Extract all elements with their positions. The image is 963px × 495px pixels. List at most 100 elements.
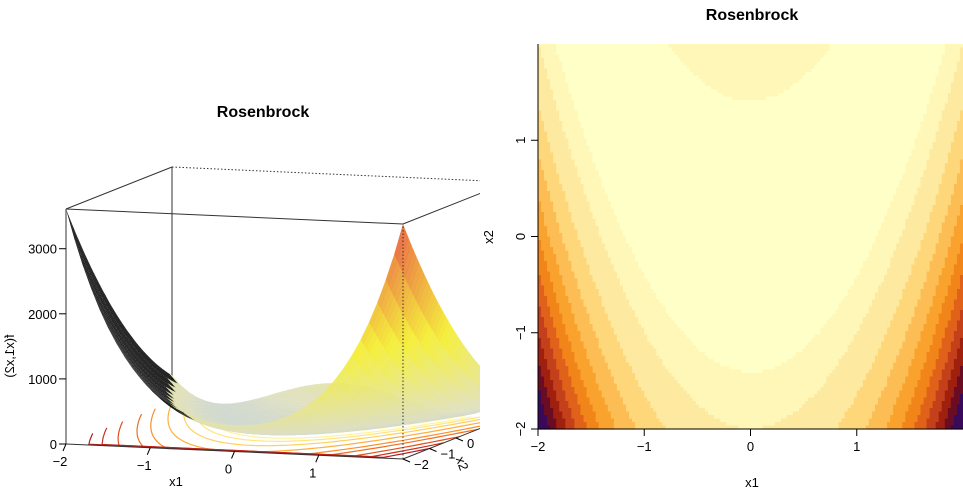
contour-cell xyxy=(580,313,585,318)
contour-cell xyxy=(580,93,585,98)
contour-cell xyxy=(598,198,603,203)
contour-cell xyxy=(583,226,588,231)
contour-cell xyxy=(592,96,597,101)
contour-cell xyxy=(586,345,591,350)
contour-cell xyxy=(571,404,576,409)
contour-cell xyxy=(544,264,548,269)
contour-cell xyxy=(574,303,579,308)
contour-cell xyxy=(541,51,545,56)
contour-cell xyxy=(562,212,566,217)
contour-cell xyxy=(592,159,597,164)
contour-cell xyxy=(553,166,557,171)
contour-cell xyxy=(616,348,621,353)
contour-cell xyxy=(565,317,569,322)
contour-cell xyxy=(574,215,579,220)
contour-cell xyxy=(607,240,612,245)
contour-cell xyxy=(598,250,603,255)
contour-cell xyxy=(538,268,542,273)
contour-cell xyxy=(544,271,548,276)
contour-cell xyxy=(589,289,594,294)
contour-cell xyxy=(577,170,582,175)
contour-cell xyxy=(580,138,585,143)
contour-cell xyxy=(580,247,585,252)
contour-cell xyxy=(568,394,572,399)
contour-cell xyxy=(604,82,609,87)
contour-cell xyxy=(619,135,624,140)
contour-cell xyxy=(589,159,594,164)
contour-cell xyxy=(586,201,591,206)
contour-cell xyxy=(616,401,621,406)
contour-cell xyxy=(565,152,569,157)
contour-cell xyxy=(610,208,615,213)
contour-cell xyxy=(556,285,560,290)
contour-cell xyxy=(562,387,566,392)
contour-cell xyxy=(553,334,557,339)
contour-cell xyxy=(586,257,591,262)
contour-cell xyxy=(580,282,585,287)
contour-cell xyxy=(604,324,609,329)
contour-cell xyxy=(565,114,569,119)
contour-cell xyxy=(550,425,554,430)
contour-cell xyxy=(592,331,597,336)
contour-cell xyxy=(568,236,572,241)
box-edge xyxy=(171,166,480,182)
contour-cell xyxy=(571,177,576,182)
contour-cell xyxy=(550,107,554,112)
contour-cell xyxy=(553,243,557,248)
contour-cell xyxy=(610,159,615,164)
contour-cell xyxy=(568,264,572,269)
contour-cell xyxy=(559,201,563,206)
contour-cell xyxy=(577,254,582,259)
contour-cell xyxy=(550,387,554,392)
contour-cell xyxy=(544,233,548,238)
contour-cell xyxy=(556,226,560,231)
contour-cell xyxy=(589,303,594,308)
contour-cell xyxy=(629,163,633,168)
contour-cell xyxy=(562,142,566,147)
contour-cell xyxy=(629,75,633,80)
contour-cell xyxy=(586,292,591,297)
contour-cell xyxy=(619,177,624,182)
contour-cell xyxy=(577,131,582,136)
contour-cell xyxy=(538,422,542,427)
contour-cell xyxy=(553,205,557,210)
contour-cell xyxy=(616,184,621,189)
contour-cell xyxy=(616,247,621,252)
contour-cell xyxy=(580,51,585,56)
contour-cell xyxy=(574,380,579,385)
contour-cell xyxy=(544,257,548,262)
contour-cell xyxy=(577,103,582,108)
contour-cell xyxy=(595,313,600,318)
contour-cell xyxy=(568,404,572,409)
contour-cell xyxy=(556,121,560,126)
contour-cell xyxy=(595,296,600,301)
contour-cell xyxy=(610,341,615,346)
contour-cell xyxy=(574,278,579,283)
contour-cell xyxy=(565,79,569,84)
contour-cell xyxy=(547,243,551,248)
contour-cell xyxy=(598,373,603,378)
contour-cell xyxy=(547,394,551,399)
contour-cell xyxy=(541,75,545,80)
contour-cell xyxy=(595,142,600,147)
contour-cell xyxy=(601,103,606,108)
contour-cell xyxy=(562,201,566,206)
contour-cell xyxy=(595,310,600,315)
contour-cell xyxy=(547,222,551,227)
contour-cell xyxy=(565,275,569,280)
contour-cell xyxy=(547,387,551,392)
contour-cell xyxy=(562,205,566,210)
contour-cell xyxy=(604,334,609,339)
contour-cell xyxy=(556,369,560,374)
contour-cell xyxy=(568,247,572,252)
contour-cell xyxy=(553,418,557,423)
contour-cell xyxy=(556,359,560,364)
x-tick-label: 1 xyxy=(309,465,316,480)
contour-cell xyxy=(583,310,588,315)
contour-cell xyxy=(541,180,545,185)
contour-cell xyxy=(568,373,572,378)
contour-cell xyxy=(586,163,591,168)
contour-cell xyxy=(574,422,579,427)
contour-cell xyxy=(598,89,603,94)
contour-cell xyxy=(556,135,560,140)
